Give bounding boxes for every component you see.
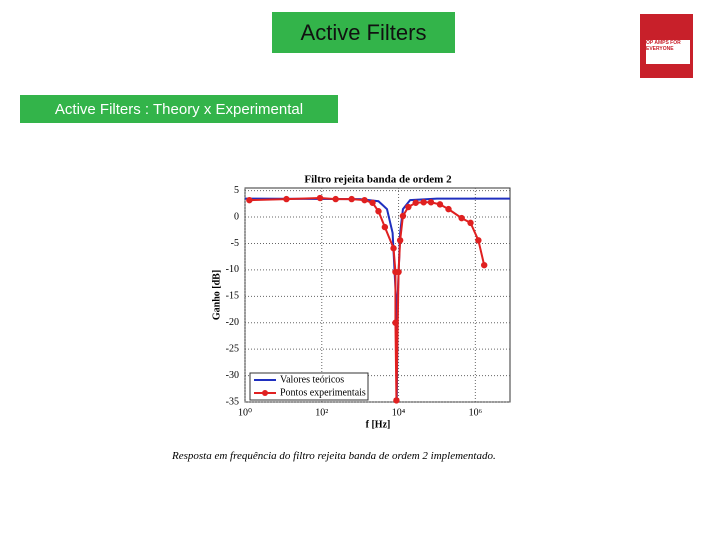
data-point xyxy=(436,201,444,208)
legend-label: Pontos experimentais xyxy=(280,387,366,398)
data-point xyxy=(412,199,419,206)
data-point xyxy=(405,203,412,211)
y-tick-label: 5 xyxy=(234,185,239,196)
y-tick-label: -25 xyxy=(226,343,239,354)
x-tick-label: 10² xyxy=(315,407,328,418)
slide-subtitle: Active Filters : Theory x Experimental xyxy=(20,95,338,123)
data-point xyxy=(445,205,452,213)
data-point xyxy=(427,199,435,206)
caption: Resposta em frequência do filtro rejeita… xyxy=(172,450,496,462)
chart-title: Filtro rejeita banda de ordem 2 xyxy=(304,174,452,186)
data-point xyxy=(420,199,427,206)
data-point xyxy=(283,195,290,203)
y-tick-label: -20 xyxy=(226,317,239,328)
x-tick-label: 10⁶ xyxy=(469,407,483,418)
y-tick-label: -10 xyxy=(226,264,239,275)
data-point xyxy=(396,237,404,244)
slide-title: Active Filters xyxy=(272,12,455,53)
y-tick-label: -35 xyxy=(226,396,239,407)
y-tick-label: -5 xyxy=(231,238,239,249)
book-cover: OP AMPS FOR EVERYONE xyxy=(640,14,693,78)
data-point xyxy=(392,319,399,326)
data-point xyxy=(316,194,324,202)
data-point xyxy=(395,268,402,276)
data-point xyxy=(390,245,397,252)
data-point xyxy=(393,397,400,404)
plot-area xyxy=(244,187,511,403)
data-point xyxy=(458,214,465,222)
data-point xyxy=(467,219,474,227)
data-point xyxy=(475,237,482,244)
data-point xyxy=(399,212,407,220)
x-axis-label: f [Hz] xyxy=(366,419,391,430)
legend-label: Valores teóricos xyxy=(280,374,344,385)
x-tick-label: 10⁴ xyxy=(392,407,406,418)
data-point xyxy=(332,195,339,203)
legend-marker xyxy=(262,390,268,396)
data-point xyxy=(348,195,355,203)
y-axis-label: Ganho [dB] xyxy=(211,270,222,320)
x-tick-label: 10⁰ xyxy=(238,407,252,418)
y-tick-label: 0 xyxy=(234,211,239,222)
data-point xyxy=(381,223,389,231)
data-point xyxy=(369,199,376,206)
data-point xyxy=(375,208,382,215)
data-point xyxy=(480,261,488,269)
legend-box xyxy=(249,372,369,401)
data-point xyxy=(246,196,253,204)
book-title: OP AMPS FOR EVERYONE xyxy=(646,40,690,64)
y-tick-label: -30 xyxy=(226,370,239,381)
y-tick-label: -15 xyxy=(226,291,239,302)
data-point xyxy=(361,196,368,204)
